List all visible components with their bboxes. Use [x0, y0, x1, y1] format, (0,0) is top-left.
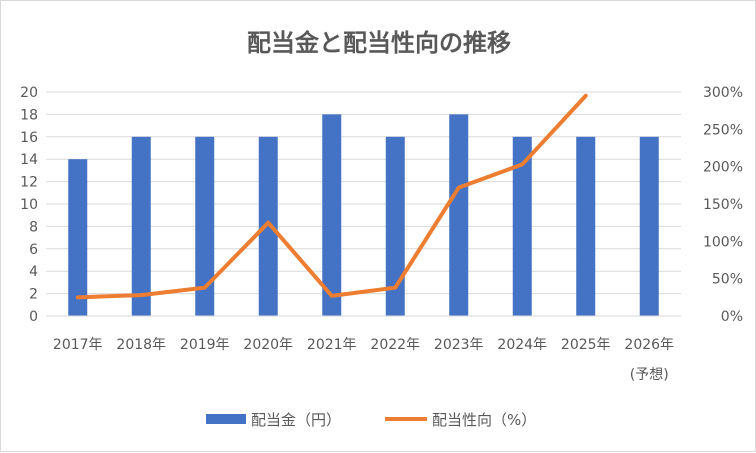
bar	[68, 159, 87, 316]
right-tick-label: 50%	[712, 272, 743, 288]
x-tick-label: 2019年	[180, 337, 230, 353]
chart-title: 配当金と配当性向の推移	[247, 29, 511, 57]
x-tick-label: 2024年	[497, 337, 547, 353]
x-tick-label: 2017年	[53, 337, 103, 353]
bar	[640, 137, 659, 316]
left-tick-label: 16	[20, 130, 38, 146]
legend-label-dividend: 配当金（円）	[251, 411, 341, 429]
bar	[132, 137, 151, 316]
x-tick-sublabel: (予想)	[630, 367, 669, 383]
right-tick-label: 150%	[703, 197, 743, 213]
right-tick-label: 100%	[703, 234, 743, 250]
left-y-axis: 0 2 4 6 8 10 12 14 16 18 20	[20, 85, 38, 325]
x-tick-label: 2023年	[434, 337, 484, 353]
right-tick-label: 300%	[703, 85, 743, 101]
left-tick-label: 4	[29, 264, 38, 280]
right-tick-label: 250%	[703, 122, 743, 138]
left-tick-label: 14	[20, 152, 38, 168]
x-tick-label: 2026年	[624, 337, 674, 353]
bar	[576, 137, 595, 316]
right-tick-label: 200%	[703, 160, 743, 176]
left-tick-label: 10	[20, 197, 38, 213]
legend-label-payout: 配当性向（%）	[432, 411, 536, 429]
bar	[259, 137, 278, 316]
left-tick-label: 8	[29, 219, 38, 235]
left-tick-label: 12	[20, 175, 38, 191]
left-tick-label: 0	[29, 309, 38, 325]
x-tick-label: 2018年	[116, 337, 166, 353]
right-tick-label: 0%	[721, 309, 743, 325]
left-tick-label: 18	[20, 107, 38, 123]
left-tick-label: 2	[29, 287, 38, 303]
left-tick-label: 20	[20, 85, 38, 101]
bar	[449, 114, 468, 316]
x-axis: 2017年 2018年 2019年 2020年 2021年 2022年 2023年 2024年…	[46, 316, 681, 383]
x-tick-label: 2021年	[307, 337, 357, 353]
right-y-axis: 0% 50% 100% 150% 200% 250% 300%	[703, 85, 743, 325]
dividend-bars	[68, 114, 659, 316]
legend-swatch-dividend	[206, 414, 246, 424]
x-tick-label: 2020年	[243, 337, 293, 353]
legend: 配当金（円） 配当性向（%）	[206, 411, 536, 429]
x-tick-label: 2022年	[370, 337, 420, 353]
x-tick-label: 2025年	[561, 337, 611, 353]
left-tick-label: 6	[29, 242, 38, 258]
